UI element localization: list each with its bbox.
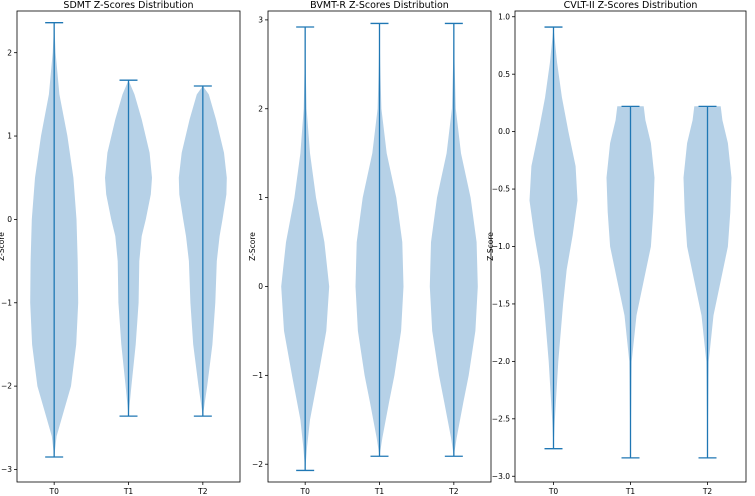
y-tick-label: −0.5 bbox=[492, 185, 510, 194]
chart-title: SDMT Z-Scores Distribution bbox=[63, 0, 193, 11]
y-tick-label: 3 bbox=[258, 15, 263, 24]
x-tick-label: T0 bbox=[548, 487, 559, 496]
x-tick-label: T1 bbox=[374, 487, 385, 496]
x-tick-label: T2 bbox=[197, 487, 208, 496]
y-tick-label: −2 bbox=[1, 382, 12, 391]
y-axis-label: Z-Score bbox=[0, 232, 6, 261]
y-tick-label: 0.0 bbox=[498, 127, 510, 136]
y-tick-label: 0 bbox=[258, 282, 263, 291]
y-tick-label: −2 bbox=[252, 460, 263, 469]
chart-title: BVMT-R Z-Scores Distribution bbox=[310, 0, 449, 11]
y-tick-label: 0 bbox=[7, 215, 12, 224]
y-tick-label: −1 bbox=[252, 371, 263, 380]
chart-title: CVLT-II Z-Scores Distribution bbox=[564, 0, 698, 11]
chart-panel-1: SDMT Z-Scores Distribution −3 −2 −1 0 1 2 T0 T1 T… bbox=[0, 0, 241, 496]
y-tick-label: 2 bbox=[7, 48, 12, 57]
chart-panel-3: CVLT-II Z-Scores Distribution −3.0 −2.5 −2.… bbox=[486, 0, 747, 496]
chart-panel-2: BVMT-R Z-Scores Distribution −2 −1 0 1 2 3 T0 T1… bbox=[248, 0, 492, 496]
x-tick-label: T2 bbox=[702, 487, 713, 496]
y-tick-label: −1.5 bbox=[492, 300, 510, 309]
y-tick-label: −3.0 bbox=[492, 472, 510, 481]
y-tick-label: −1.0 bbox=[492, 242, 510, 251]
y-tick-label: −2.5 bbox=[492, 414, 510, 423]
x-tick-label: T0 bbox=[299, 487, 310, 496]
y-tick-label: 1.0 bbox=[498, 12, 510, 21]
x-tick-label: T0 bbox=[48, 487, 59, 496]
x-tick-label: T1 bbox=[625, 487, 636, 496]
y-axis-label: Z-Score bbox=[486, 232, 495, 261]
x-tick-label: T2 bbox=[448, 487, 459, 496]
y-tick-label: −1 bbox=[1, 298, 12, 307]
y-tick-label: 2 bbox=[258, 104, 263, 113]
y-axis-label: Z-Score bbox=[248, 232, 257, 261]
y-tick-label: −2.0 bbox=[492, 357, 510, 366]
y-tick-label: 1 bbox=[7, 132, 12, 141]
y-tick-label: 0.5 bbox=[498, 70, 510, 79]
x-tick-label: T1 bbox=[123, 487, 134, 496]
y-tick-label: 1 bbox=[258, 193, 263, 202]
y-tick-label: −3 bbox=[1, 465, 12, 474]
